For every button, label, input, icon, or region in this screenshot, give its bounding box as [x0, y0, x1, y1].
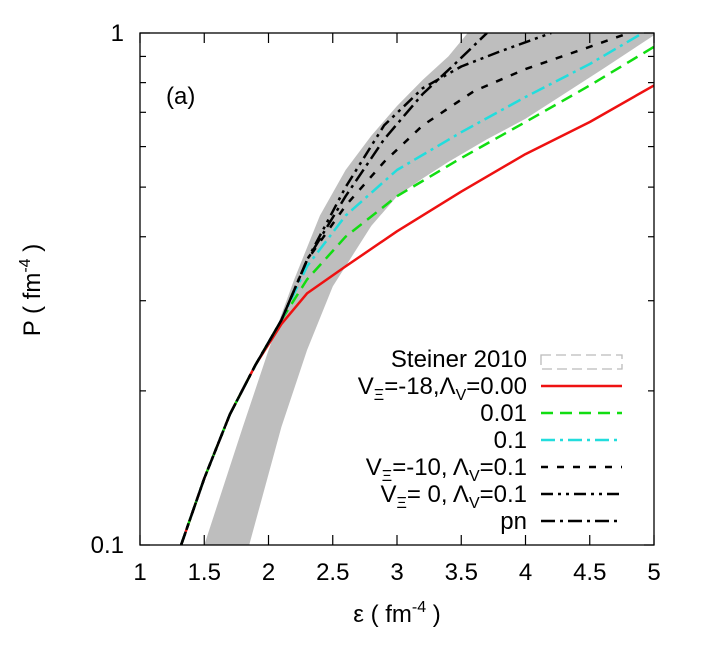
x-tick-label: 4 [519, 559, 532, 586]
x-tick-label: 3.5 [445, 559, 478, 586]
y-tick-label: 1 [111, 20, 124, 47]
series-line-5 [179, 33, 488, 545]
y-tick-label: 0.1 [91, 532, 124, 559]
series-line-3 [179, 33, 633, 545]
panel-label: (a) [166, 83, 195, 110]
legend-label-series-2: 0.1 [494, 427, 527, 454]
x-tick-label: 1.5 [188, 559, 221, 586]
legend-swatch-band [540, 354, 623, 370]
x-tick-label: 5 [647, 559, 660, 586]
series-layer [179, 33, 654, 545]
x-tick-label: 2.5 [316, 559, 349, 586]
series-line-1 [179, 45, 654, 545]
legend-label-series-4: VΞ= 0, ΛV=0.1 [380, 481, 527, 512]
legend-label-series-1: 0.01 [480, 400, 527, 427]
x-tick-label: 4.5 [573, 559, 606, 586]
x-tick-label: 1 [133, 559, 146, 586]
legend-label-series-3: VΞ=-10, ΛV=0.1 [366, 454, 527, 485]
series-line-4 [179, 33, 552, 545]
x-tick-label: 2 [262, 559, 275, 586]
legend-label-band: Steiner 2010 [391, 346, 527, 373]
legend: Steiner 2010 VΞ=-18,ΛV=0.00 0.01 0.1 VΞ=… [358, 346, 623, 535]
legend-label-series-0: VΞ=-18,ΛV=0.00 [358, 373, 527, 404]
tick-layer: 1 1.5 2 2.5 3 3.5 4 4.5 5 1 0.1 [91, 20, 661, 586]
legend-label-series-5: pn [500, 508, 527, 535]
x-tick-label: 3 [390, 559, 403, 586]
y-axis-label: P ( fm-4 ) [17, 244, 46, 336]
x-axis-label: ε ( fm-4 ) [353, 599, 441, 628]
